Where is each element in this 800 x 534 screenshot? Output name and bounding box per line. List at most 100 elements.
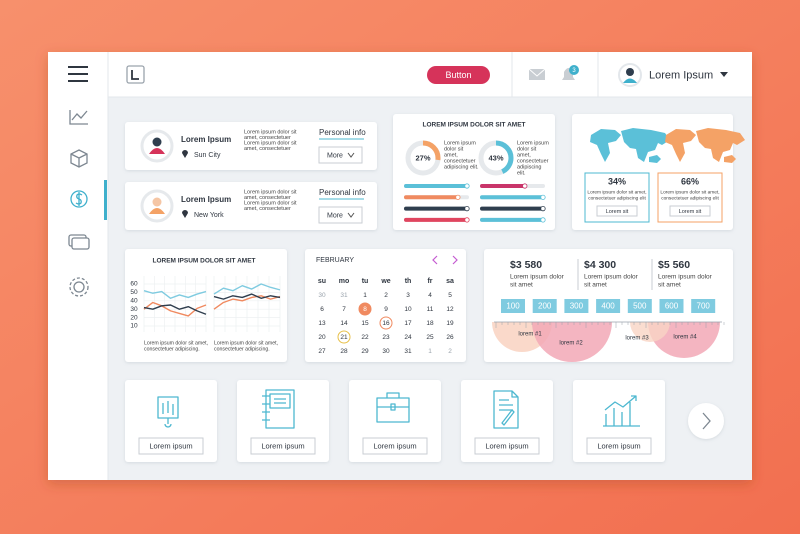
chart-caption: Lorem ipsum dolor sit amet, bbox=[214, 340, 278, 346]
user-menu-caret[interactable] bbox=[720, 72, 728, 77]
chart-icon[interactable] bbox=[69, 110, 88, 125]
donut-arc bbox=[405, 140, 441, 176]
next-month[interactable] bbox=[452, 255, 458, 265]
date-cell: 31 bbox=[404, 348, 412, 355]
date-cell: 29 bbox=[361, 348, 369, 355]
scale-chip bbox=[659, 299, 684, 313]
donut-text: Lorem ipsum bbox=[444, 140, 476, 146]
stat-button-label: Lorem sit bbox=[679, 209, 702, 215]
progress-fill bbox=[480, 184, 527, 188]
scale-label: 700 bbox=[697, 302, 711, 311]
logo-mark bbox=[131, 70, 139, 80]
profile-name: Lorem Ipsum bbox=[181, 195, 231, 204]
date-cell: 30 bbox=[318, 292, 326, 299]
stat-text: Lorem ipsum dolor bbox=[658, 274, 713, 281]
dollar-icon[interactable] bbox=[70, 190, 88, 208]
tile-button[interactable] bbox=[138, 437, 204, 455]
data-line bbox=[143, 304, 207, 315]
settings-icon[interactable] bbox=[73, 281, 85, 293]
stat-text: Lorem ipsum dolor bbox=[510, 274, 565, 281]
segment-label: lorem #2 bbox=[559, 341, 583, 347]
avatar-body bbox=[149, 208, 165, 214]
stat-button[interactable] bbox=[669, 205, 711, 217]
donut-text: amet, bbox=[444, 152, 458, 158]
tile-button-label: Lorem ipsum bbox=[485, 441, 528, 450]
more-caret bbox=[347, 152, 355, 158]
date-cell: 28 bbox=[340, 348, 348, 355]
date-cell: 3 bbox=[406, 292, 410, 299]
tile-button[interactable] bbox=[474, 437, 540, 455]
date-cell: 2 bbox=[448, 348, 452, 355]
donut-text: consectetuer bbox=[444, 158, 476, 164]
profile-text: amet, consectetuer bbox=[244, 135, 291, 141]
calendar-month: FEBRUARY bbox=[316, 257, 354, 264]
world-map bbox=[590, 128, 670, 163]
box-icon[interactable] bbox=[70, 149, 88, 168]
next-button[interactable] bbox=[688, 403, 724, 439]
more-button[interactable] bbox=[318, 206, 363, 224]
date-cell: 23 bbox=[382, 334, 390, 341]
progress-fill bbox=[404, 217, 469, 222]
date-cell: 18 bbox=[426, 320, 434, 327]
avatar-body bbox=[149, 148, 165, 154]
more-button[interactable] bbox=[318, 146, 363, 164]
date-highlight bbox=[358, 302, 372, 316]
user-avatar-head bbox=[626, 68, 634, 76]
stat-button[interactable] bbox=[596, 205, 638, 217]
mail-icon[interactable] bbox=[529, 69, 545, 80]
date-cell: 31 bbox=[340, 292, 348, 299]
stat-value: $3 580 bbox=[510, 259, 542, 271]
stat-text: consectetuer adipiscing elit bbox=[661, 195, 719, 201]
weekday-label: we bbox=[380, 278, 390, 285]
stat-text: sit amet bbox=[510, 282, 533, 289]
semicircle bbox=[532, 322, 612, 362]
scale-label: 500 bbox=[633, 302, 647, 311]
progress-fill bbox=[480, 217, 545, 222]
stat-text: consectetuer adipiscing elit bbox=[588, 195, 646, 201]
tile-button[interactable] bbox=[250, 437, 316, 455]
y-tick-label: 40 bbox=[130, 298, 138, 305]
menu-icon[interactable] bbox=[68, 66, 88, 82]
logo[interactable] bbox=[126, 65, 145, 84]
personal-info-link: Personal info bbox=[319, 128, 366, 137]
progress-knob bbox=[455, 194, 461, 200]
profile-name: Lorem Ipsum bbox=[181, 135, 231, 144]
tile-button-label: Lorem ipsum bbox=[597, 441, 640, 450]
tile-button-label: Lorem ipsum bbox=[373, 441, 416, 450]
user-avatar-body bbox=[623, 78, 637, 83]
stat-text: Lorem ipsum dolor sit amet, bbox=[660, 189, 719, 195]
date-cell: 8 bbox=[363, 306, 367, 313]
donut-text: dolor sit bbox=[444, 146, 464, 152]
date-cell: 1 bbox=[428, 348, 432, 355]
weekday-label: su bbox=[318, 278, 326, 285]
scale-chip bbox=[532, 299, 557, 313]
date-cell: 12 bbox=[446, 306, 454, 313]
user-name: Lorem Ipsum bbox=[649, 69, 713, 81]
tile-button-label: Lorem ipsum bbox=[261, 441, 304, 450]
profile-text: amet, consectetuer bbox=[244, 206, 291, 212]
data-line bbox=[143, 290, 207, 299]
tile-button[interactable] bbox=[586, 437, 652, 455]
pin-icon bbox=[182, 150, 188, 158]
tile-button[interactable] bbox=[362, 437, 428, 455]
scale-label: 300 bbox=[570, 302, 584, 311]
scale-chip bbox=[596, 299, 621, 313]
tile-icon bbox=[603, 395, 640, 427]
prev-month[interactable] bbox=[432, 255, 438, 265]
donut-text: adipiscing bbox=[517, 164, 541, 170]
profile-city: Sun City bbox=[194, 152, 221, 159]
scale-chip bbox=[564, 299, 589, 313]
card-title: LOREM IPSUM DOLOR SIT AMET bbox=[422, 122, 525, 129]
world-map bbox=[665, 128, 745, 163]
weekday-label: tu bbox=[362, 278, 369, 285]
y-tick-label: 50 bbox=[130, 289, 138, 296]
donut-text: consectetuer bbox=[517, 158, 549, 164]
date-cell: 4 bbox=[428, 292, 432, 299]
chart-caption: consectetuer adipiscing. bbox=[144, 346, 200, 352]
primary-button[interactable] bbox=[427, 66, 490, 84]
date-cell: 25 bbox=[426, 334, 434, 341]
scale-label: 100 bbox=[506, 302, 520, 311]
tile-icon bbox=[376, 392, 410, 423]
next-arrow bbox=[702, 412, 711, 430]
